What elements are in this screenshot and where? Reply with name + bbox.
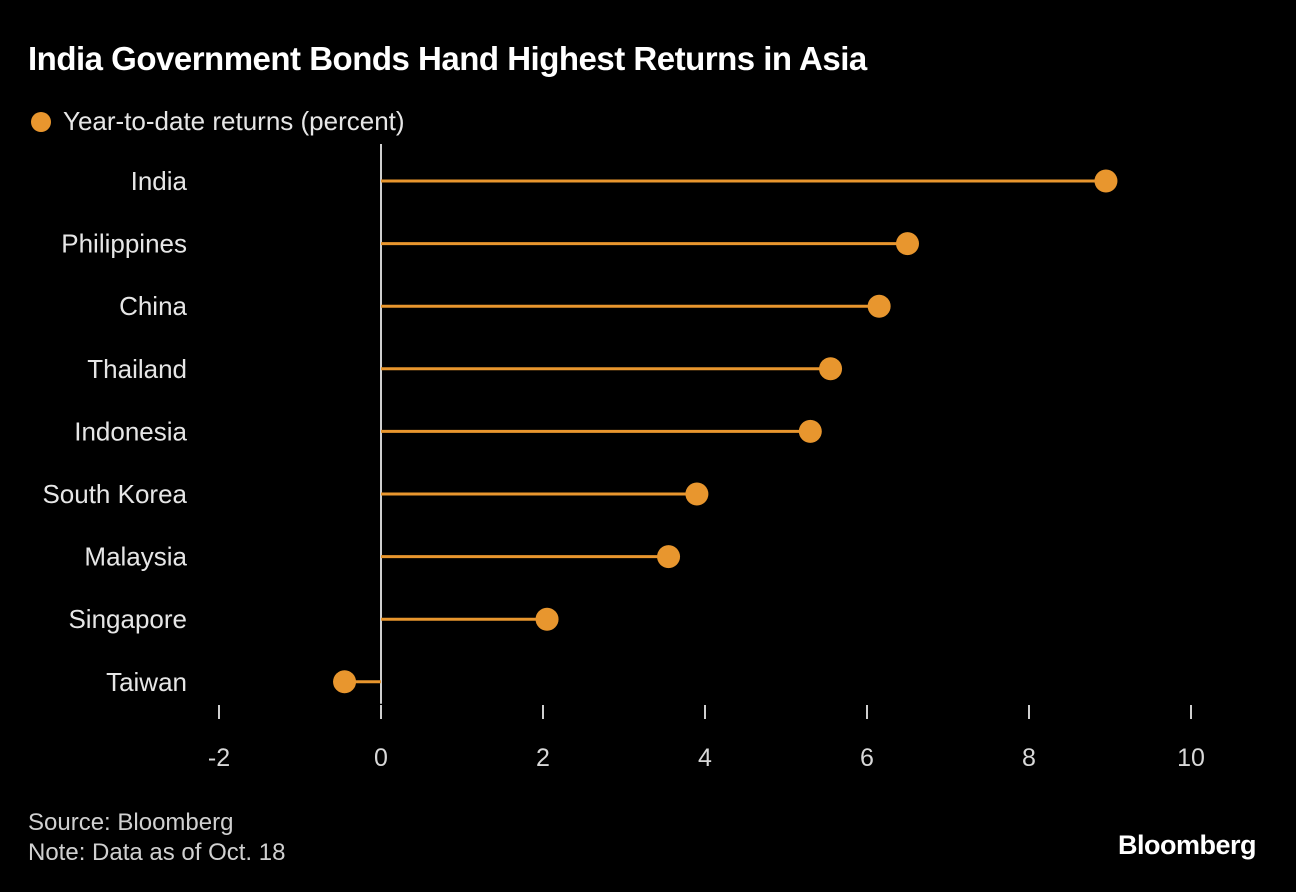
category-label: China [119, 291, 187, 321]
lollipop-point [333, 670, 357, 694]
x-tick-label: 6 [860, 744, 874, 772]
category-label: Singapore [68, 604, 187, 634]
lollipop-point [685, 482, 709, 506]
chart-footer: Source: Bloomberg Note: Data as of Oct. … [28, 808, 285, 868]
category-label: South Korea [42, 479, 187, 509]
lollipop-point [657, 545, 681, 569]
lollipop-point [535, 607, 559, 631]
x-tick-label: 10 [1177, 744, 1205, 772]
category-label: Taiwan [106, 667, 187, 697]
lollipop-point [896, 232, 919, 256]
lollipop-point [819, 357, 843, 381]
legend-dot-icon [31, 111, 51, 132]
source-note: Source: Bloomberg [28, 809, 234, 836]
category-label: Philippines [61, 229, 187, 259]
lollipop-point [798, 419, 822, 443]
legend-label: Year-to-date returns (percent) [63, 106, 405, 136]
category-label: Thailand [87, 354, 187, 384]
chart-title: India Government Bonds Hand Highest Retu… [28, 40, 867, 77]
lollipop-point [1094, 169, 1118, 193]
data-note: Note: Data as of Oct. 18 [28, 839, 286, 866]
x-tick-label: 4 [698, 744, 712, 772]
x-tick-label: 0 [374, 744, 388, 772]
chart-legend: Year-to-date returns (percent) [31, 106, 405, 137]
category-label: India [131, 166, 188, 196]
x-tick-label: 2 [536, 744, 550, 772]
category-label: Malaysia [84, 542, 187, 572]
bloomberg-logo: Bloomberg [1117, 830, 1257, 860]
category-label: Indonesia [74, 416, 187, 446]
lollipop-point [867, 294, 891, 318]
x-tick-label: -2 [208, 744, 230, 772]
x-tick-label: 8 [1022, 744, 1036, 772]
